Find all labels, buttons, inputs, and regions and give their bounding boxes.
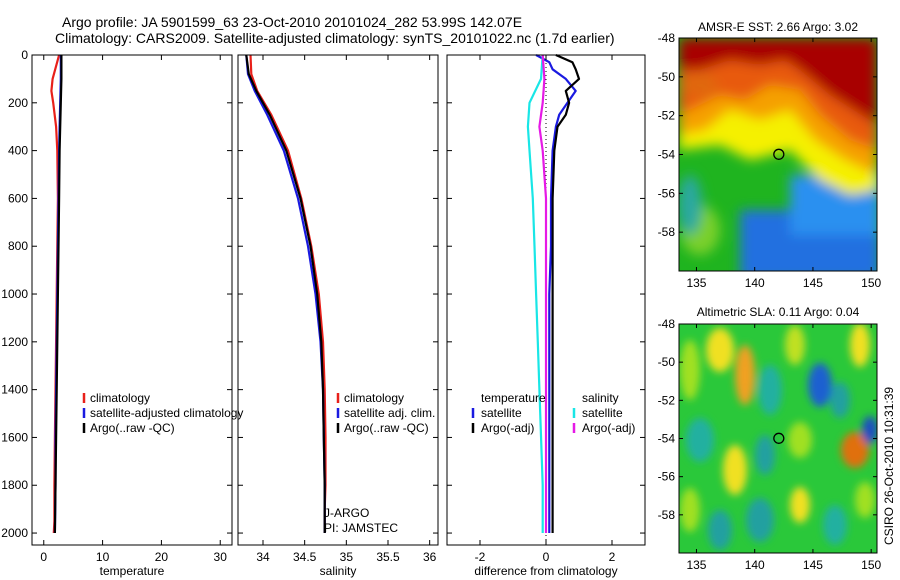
legend-header-salinity: salinity xyxy=(582,391,619,405)
map-y-tick-label: -54 xyxy=(658,432,676,446)
map-x-tick-label: 140 xyxy=(745,558,765,572)
y-tick-label: 200 xyxy=(8,96,28,110)
map-y-tick-label: -56 xyxy=(658,470,676,484)
series-line-salinity-1 xyxy=(245,54,326,533)
map-y-tick-label: -54 xyxy=(658,148,676,162)
x-tick-label: 35.5 xyxy=(376,550,400,564)
map-y-tick-label: -52 xyxy=(658,393,676,407)
x-axis-label: temperature xyxy=(100,564,165,578)
panel-frame xyxy=(31,54,233,546)
legend-label: Argo(..raw -QC) xyxy=(344,421,429,435)
x-tick-label: 36 xyxy=(423,550,437,564)
x-tick-label: 0 xyxy=(543,550,550,564)
x-tick-label: 30 xyxy=(214,550,228,564)
y-tick-label: 2000 xyxy=(1,526,28,540)
legend-label: satellite-adjusted climatology xyxy=(90,406,243,420)
series-line-difference-2 xyxy=(526,54,544,533)
legend-header-temperature: temperature xyxy=(481,391,546,405)
legend-label: satellite xyxy=(481,406,522,420)
map-y-tick-label: -50 xyxy=(658,70,676,84)
x-tick-label: 0 xyxy=(40,550,47,564)
series-line-difference-1 xyxy=(551,53,581,533)
map-x-tick-label: 140 xyxy=(745,276,765,290)
map-x-tick-label: 150 xyxy=(861,558,881,572)
series-line-difference-3 xyxy=(538,54,548,533)
x-tick-label: 10 xyxy=(96,550,110,564)
map-y-tick-label: -58 xyxy=(658,508,676,522)
legend-label: Argo(-adj) xyxy=(582,421,635,435)
map-y-tick-label: -50 xyxy=(658,355,676,369)
y-tick-label: 400 xyxy=(8,144,28,158)
map-y-tick-label: -58 xyxy=(658,225,676,239)
map-x-tick-label: 145 xyxy=(803,558,823,572)
float-annotation: J-ARGO xyxy=(324,506,369,520)
legend-label: climatology xyxy=(90,391,150,405)
map-title: Altimetric SLA: 0.11 Argo: 0.04 xyxy=(697,305,860,319)
panel-frame xyxy=(237,54,439,546)
map-x-tick-label: 135 xyxy=(686,558,706,572)
series-line-salinity-0 xyxy=(249,54,327,533)
float-annotation: PI: JAMSTEC xyxy=(324,521,398,535)
map-panel-sst: AMSR-E SST: 2.66 Argo: 3.02 135 140 145 150 -… xyxy=(658,20,882,290)
profile-panel-salinity: 34 34.5 35 35.5 36 salinity climatologysatelli… xyxy=(237,54,439,578)
argo-location-marker xyxy=(773,432,785,444)
y-tick-label: 600 xyxy=(8,191,28,205)
series-line-temperature-2 xyxy=(53,55,63,534)
y-tick-label: 1400 xyxy=(1,383,28,397)
y-tick-label: 1000 xyxy=(1,287,28,301)
side-label: CSIRO 26-Oct-2010 10:31:39 xyxy=(882,387,896,545)
x-tick-label: 34.5 xyxy=(293,550,317,564)
map-panel-sla: Altimetric SLA: 0.11 Argo: 0.04 135 140 145… xyxy=(658,305,882,572)
y-tick-label: 0 xyxy=(21,48,28,62)
x-axis-label: salinity xyxy=(320,564,357,578)
y-tick-label: 800 xyxy=(8,239,28,253)
map-x-tick-label: 150 xyxy=(861,276,881,290)
figure-title-line1: Argo profile: JA 5901599_63 23-Oct-2010 … xyxy=(62,14,522,30)
legend-label: satellite xyxy=(582,406,623,420)
legend-label: satellite adj. clim. xyxy=(344,406,435,420)
map-title: AMSR-E SST: 2.66 Argo: 3.02 xyxy=(698,20,858,34)
map-y-tick-label: -52 xyxy=(658,109,676,123)
series-line-difference-0 xyxy=(535,54,577,533)
map-y-tick-label: -48 xyxy=(658,31,676,45)
profile-panel-temperature: 0 10 20 30 temperature 0 200 400 600 800 1000 1200 1… xyxy=(1,48,243,578)
x-tick-label: 2 xyxy=(609,550,616,564)
x-axis-label: difference from climatology xyxy=(474,564,617,578)
x-tick-label: 35 xyxy=(340,550,354,564)
sst-map xyxy=(679,38,877,271)
x-tick-label: 34 xyxy=(256,550,270,564)
map-y-tick-label: -48 xyxy=(658,317,676,331)
y-tick-label: 1600 xyxy=(1,430,28,444)
x-tick-label: 20 xyxy=(155,550,169,564)
legend-label: Argo(-adj) xyxy=(481,421,534,435)
map-y-tick-label: -56 xyxy=(658,186,676,200)
legend-label: Argo(..raw -QC) xyxy=(90,421,175,435)
series-line-salinity-2 xyxy=(245,54,326,533)
figure-title-line2: Climatology: CARS2009. Satellite-adjuste… xyxy=(55,30,615,46)
map-x-tick-label: 135 xyxy=(686,276,706,290)
map-panels: AMSR-E SST: 2.66 Argo: 3.02 135 140 145 150 -… xyxy=(658,20,882,572)
x-tick-label: -2 xyxy=(475,550,486,564)
map-x-tick-label: 145 xyxy=(803,276,823,290)
y-tick-label: 1800 xyxy=(1,478,28,492)
y-tick-label: 1200 xyxy=(1,335,28,349)
profile-panels: 0 10 20 30temperature0200400600800100012001… xyxy=(1,48,646,578)
argo-location-marker xyxy=(773,148,785,160)
sla-map xyxy=(679,324,877,553)
legend-label: climatology xyxy=(344,391,404,405)
